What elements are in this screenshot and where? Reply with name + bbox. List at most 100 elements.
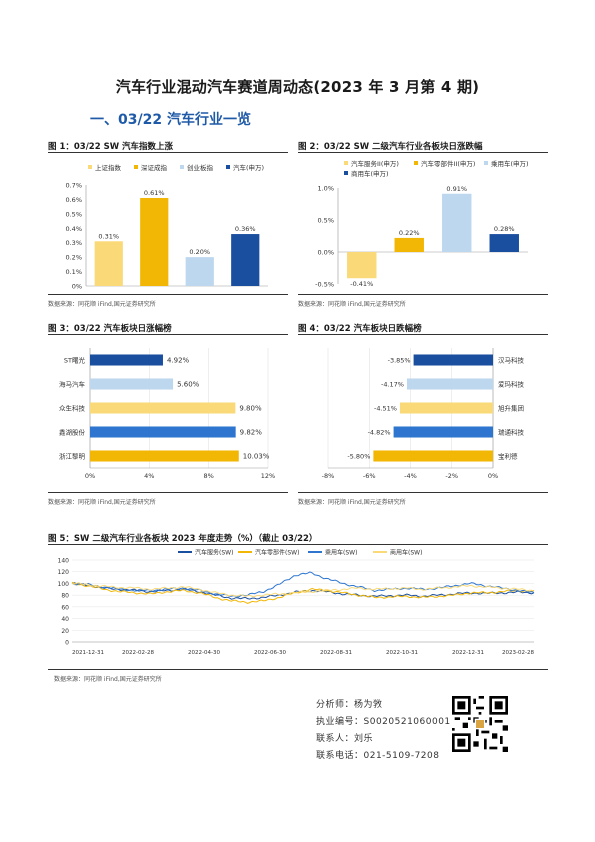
legend-label: 乘用车(申万) <box>491 159 529 168</box>
x-tick-label: 2022-10-31 <box>386 650 418 656</box>
fig1-title: 图 1：03/22 SW 汽车指数上涨 <box>48 142 174 152</box>
fig1-source-note: 数据来源：同花顺 iFind,国元证券研究所 <box>48 301 156 308</box>
y-tick-label: 0.2% <box>65 254 82 262</box>
x-tick-label: 8% <box>204 472 214 480</box>
category-label: 汉马科技 <box>498 356 525 365</box>
bar <box>231 234 260 286</box>
data-label: 0.31% <box>98 232 119 240</box>
x-tick-label: 2021-12-31 <box>72 650 104 656</box>
x-tick-label: 2022-08-31 <box>320 650 352 656</box>
bar <box>90 378 174 390</box>
x-tick-label: -8% <box>322 472 335 480</box>
x-tick-label: -2% <box>445 472 458 480</box>
data-label: 0.61% <box>144 189 165 197</box>
x-tick-label: -6% <box>363 472 376 480</box>
x-tick-label: 2022-12-31 <box>452 650 484 656</box>
data-label: 0.20% <box>189 248 210 256</box>
data-label: 9.80% <box>239 405 262 413</box>
fig1-bottom-rule <box>48 294 288 295</box>
category-label: 旭升集团 <box>498 404 524 413</box>
fig3-bottom-rule <box>48 492 288 493</box>
y-tick-label: 0.0% <box>317 249 334 257</box>
fig5-source-note: 数据来源：同花顺 iFind,国元证券研究所 <box>54 676 162 683</box>
data-label: -0.41% <box>350 280 373 288</box>
x-tick-label: 12% <box>261 472 275 480</box>
category-label: 众生科技 <box>59 404 86 413</box>
section-title: 一、03/22 汽车行业一览 <box>90 112 251 128</box>
fig4-bottom-rule <box>298 492 548 493</box>
category-label: 鑫湖股份 <box>59 428 86 437</box>
y-tick-label: 0.5% <box>65 210 82 218</box>
document-title: 汽车行业混动汽车赛道周动态(2023 年 3 月第 4 期) <box>115 78 480 96</box>
y-tick-label: -0.5% <box>315 281 334 289</box>
series-line <box>71 581 535 604</box>
legend-label: 商用车(申万) <box>351 169 389 178</box>
fig2-source-note: 数据来源：同花顺 iFind,国元证券研究所 <box>298 301 406 308</box>
series-line <box>71 582 535 598</box>
x-tick-label: -4% <box>404 472 417 480</box>
data-label: 9.82% <box>240 429 263 437</box>
fig4-chart: -8% -6% -4% -2% 0% 汉马科技 -3.85% 爱玛科技 -4.17% 旭升集团 -4… <box>322 348 525 480</box>
bar <box>399 402 493 414</box>
data-label: 5.60% <box>177 381 200 389</box>
bar <box>442 193 472 252</box>
data-label: 0.36% <box>235 225 256 233</box>
y-tick-label: 100 <box>58 581 70 588</box>
data-label: -4.17% <box>381 381 404 389</box>
bar <box>413 354 493 366</box>
y-tick-label: 0.1% <box>65 268 82 276</box>
y-tick-label: 0.7% <box>65 182 82 190</box>
fig2-rule <box>298 152 548 153</box>
x-tick-label: 0% <box>488 472 498 480</box>
data-label: -4.82% <box>368 429 391 437</box>
contact-phone: 联系电话：021-5109-7208 <box>316 751 440 761</box>
legend-label: 汽车零部件(SW) <box>255 549 299 557</box>
bar <box>394 237 424 252</box>
bar <box>90 426 236 438</box>
y-tick-label: 0.3% <box>65 239 82 247</box>
y-tick-label: 140 <box>58 558 70 565</box>
x-tick-label: 0% <box>85 472 95 480</box>
y-tick-label: 20 <box>61 628 69 635</box>
analyst-cert: 执业编号：S0020521060001 <box>316 717 451 727</box>
fig4-rule <box>298 334 548 335</box>
bar <box>90 450 239 462</box>
category-label: 宝利德 <box>498 452 518 461</box>
data-label: -5.80% <box>347 453 370 461</box>
legend-label: 汽车(申万) <box>233 163 264 172</box>
bar <box>185 257 214 286</box>
fig3-title: 图 3：03/22 汽车板块日涨幅榜 <box>48 324 172 334</box>
x-tick-label: 2022-04-30 <box>188 650 220 656</box>
legend-swatch <box>134 165 138 169</box>
fig3-rule <box>48 334 288 335</box>
y-tick-label: 0.5% <box>317 217 334 225</box>
category-label: ST曙光 <box>64 356 86 365</box>
x-tick-label: 2022-02-28 <box>122 650 154 656</box>
data-label: 4.92% <box>167 357 190 365</box>
legend-label: 商用车(SW) <box>390 549 422 557</box>
legend-swatch <box>484 161 488 165</box>
category-label: 浙江黎明 <box>59 452 86 461</box>
fig1-rule <box>48 152 288 153</box>
analyst-name: 分析师：杨为敩 <box>316 700 383 710</box>
x-tick-label: 4% <box>144 472 154 480</box>
data-label: -4.51% <box>374 405 397 413</box>
category-label: 海马汽车 <box>59 380 86 389</box>
bar <box>347 252 377 279</box>
data-label: 0.22% <box>399 229 420 237</box>
bar <box>140 197 169 286</box>
legend-swatch <box>226 165 230 169</box>
x-tick-label: 2023-02-28 <box>502 650 534 656</box>
fig3-chart: 0% 4% 8% 12% ST曙光 4.92% 海马汽车 5.60% 众生科技 9.80% 鑫湖股份… <box>59 348 275 480</box>
qr-code[interactable] <box>452 696 508 752</box>
y-tick-label: 0.6% <box>65 196 82 204</box>
legend-label: 深证成指 <box>141 163 168 172</box>
legend-label: 上证指数 <box>95 163 122 172</box>
x-tick-label: 2022-06-30 <box>254 650 286 656</box>
y-tick-label: 80 <box>61 593 69 600</box>
y-tick-label: 120 <box>58 569 70 576</box>
fig5-rule <box>48 544 548 545</box>
y-tick-label: 1.0% <box>317 185 334 193</box>
fig5-chart: 0 20 40 60 80 100 120 140 2021-12-31 2022-02-28 20… <box>58 549 535 657</box>
fig5-title: 图 5：SW 二级汽车行业各板块 2023 年度走势（%）（截止 03/22） <box>48 534 318 544</box>
